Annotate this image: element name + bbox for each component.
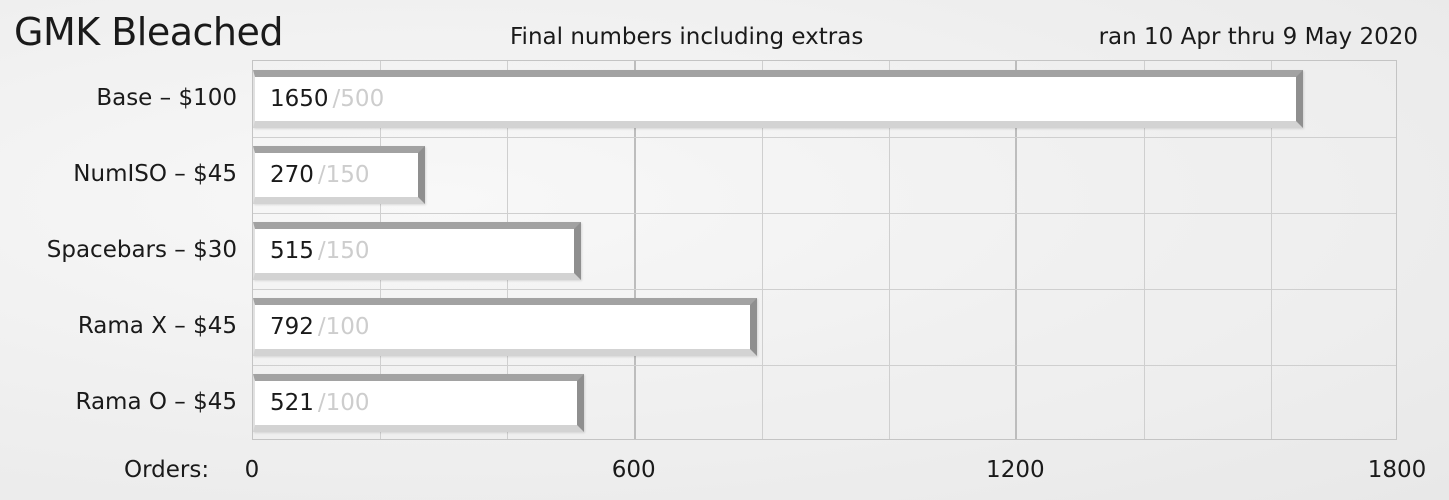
bar-value: 515 (270, 238, 314, 264)
chart-subtitle: Final numbers including extras (510, 24, 864, 50)
minor-gridline (1143, 61, 1145, 439)
bar-target: 100 (325, 314, 370, 340)
minor-gridline (889, 61, 891, 439)
bar-target: 100 (325, 390, 370, 416)
bar-separator: / (317, 314, 326, 340)
bar: 521/100 (253, 374, 585, 432)
bar-data-label: 1650/500 (270, 84, 384, 114)
row-gridline (253, 289, 1396, 290)
bar-value: 270 (270, 162, 314, 188)
bar-target: 150 (325, 162, 370, 188)
bar-data-label: 521/100 (270, 388, 370, 418)
bar-value: 521 (270, 390, 314, 416)
minor-gridline (1270, 61, 1272, 439)
category-label: Spacebars – $30 (46, 237, 237, 263)
bar-target: 150 (325, 238, 370, 264)
bar-data-label: 270/150 (270, 160, 370, 190)
bar-value: 1650 (270, 86, 329, 112)
x-tick-label: 600 (611, 457, 656, 483)
bar-separator: / (317, 390, 326, 416)
category-label: Rama O – $45 (75, 389, 237, 415)
chart-title: GMK Bleached (14, 10, 284, 54)
bar: 270/150 (253, 146, 425, 204)
category-label: NumISO – $45 (73, 161, 237, 187)
row-gridline (253, 213, 1396, 214)
bar-separator: / (332, 86, 341, 112)
x-tick-label: 0 (244, 457, 260, 483)
minor-gridline (761, 61, 763, 439)
bar: 792/100 (253, 298, 757, 356)
x-tick-label: 1800 (1367, 457, 1427, 483)
bar-separator: / (317, 238, 326, 264)
bar-data-label: 792/100 (270, 312, 370, 342)
row-gridline (253, 137, 1396, 138)
row-gridline (253, 365, 1396, 366)
bar-separator: / (317, 162, 326, 188)
bar-value: 792 (270, 314, 314, 340)
x-tick-label: 1200 (986, 457, 1045, 483)
bar-data-label: 515/150 (270, 236, 370, 266)
major-gridline (633, 61, 636, 439)
x-axis-label: Orders: (124, 457, 210, 483)
major-gridline (1015, 61, 1018, 439)
category-label: Base – $100 (96, 85, 237, 111)
bar: 1650/500 (253, 70, 1303, 128)
plot-area: 1650/500 270/150 515/150 792/100 521/100 (252, 60, 1397, 440)
bar-target: 500 (340, 86, 385, 112)
category-label: Rama X – $45 (77, 313, 237, 339)
date-range-annotation: ran 10 Apr thru 9 May 2020 (1098, 24, 1418, 50)
bar: 515/150 (253, 222, 581, 280)
